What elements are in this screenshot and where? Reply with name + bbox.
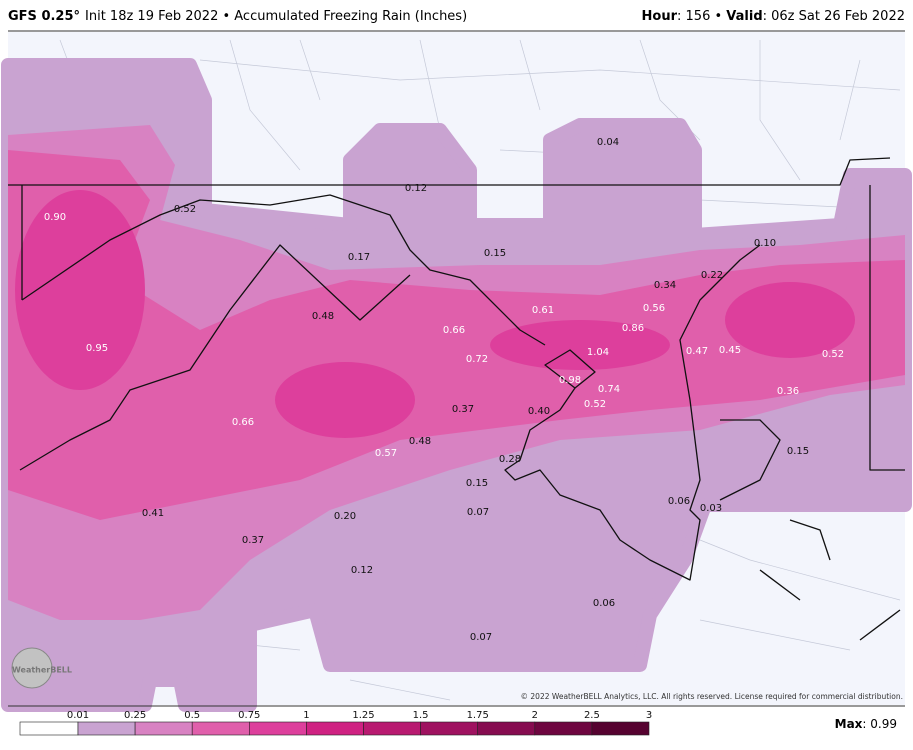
point-label: 0.37	[242, 535, 264, 546]
point-label: 0.22	[701, 270, 723, 281]
valid: : 06z Sat 26 Feb 2022	[763, 9, 905, 24]
point-label: 0.48	[409, 436, 431, 447]
colorbar-label: 1.5	[413, 710, 429, 721]
contour-0-5	[8, 150, 905, 520]
point-label: 0.10	[754, 238, 776, 249]
hour: : 156 •	[677, 9, 726, 24]
point-label: 0.41	[142, 508, 164, 519]
max-value: : 0.99	[862, 717, 897, 731]
point-label: 0.66	[443, 325, 465, 336]
point-label: 0.15	[466, 478, 488, 489]
point-label: 0.03	[700, 503, 722, 514]
point-label: 0.36	[777, 386, 799, 397]
contour-blob	[490, 320, 670, 370]
point-label: 0.90	[44, 212, 66, 223]
logo-globe	[11, 647, 53, 689]
point-label: 0.72	[466, 354, 488, 365]
logo: WeatherBELL	[12, 666, 72, 675]
max-key: Max	[835, 717, 863, 731]
colorbar-label: 2.5	[584, 710, 600, 721]
point-label: 0.15	[787, 446, 809, 457]
point-label: 0.12	[351, 565, 373, 576]
point-label: 0.56	[643, 303, 665, 314]
point-label: 0.61	[532, 305, 554, 316]
point-label: 0.07	[467, 507, 489, 518]
valid-key: Valid	[726, 9, 762, 24]
colorbar-swatch	[477, 721, 536, 736]
point-label: 0.57	[375, 448, 397, 459]
colorbar: 0.01 0.25 0.5 0.75 1 1.25 1.5 1.75 2 2.5 3	[19, 710, 652, 736]
point-label: 0.52	[822, 349, 844, 360]
point-label: 0.28	[499, 454, 521, 465]
point-label: 0.52	[584, 399, 606, 410]
contour-0-75	[15, 190, 855, 438]
point-label: 0.47	[686, 346, 708, 357]
colorbar-label: 0.5	[184, 710, 200, 721]
hour-key: Hour	[642, 9, 678, 24]
point-label: 0.95	[86, 343, 108, 354]
point-label: 0.04	[597, 137, 619, 148]
point-label: 0.06	[668, 496, 690, 507]
point-label: 0.07	[470, 632, 492, 643]
colorbar-swatch	[534, 721, 593, 736]
point-label: 0.66	[232, 417, 254, 428]
colorbar-label: 2	[532, 710, 538, 721]
colorbar-label: 0.01	[67, 710, 89, 721]
colorbar-label: 1.75	[467, 710, 489, 721]
colorbar-label: 1.25	[352, 710, 374, 721]
map: 0.90 0.52 0.12 0.04 0.17 0.15 0.10 0.22 0.34 0.48…	[1, 32, 912, 712]
contour-blob	[725, 282, 855, 358]
colorbar-swatch	[591, 721, 650, 736]
header-right: Hour: 156 • Valid: 06z Sat 26 Feb 2022	[642, 9, 905, 24]
colorbar-swatch	[19, 721, 79, 736]
point-label: 0.37	[452, 404, 474, 415]
colorbar-swatch	[420, 721, 479, 736]
point-label: 0.98	[559, 375, 581, 386]
point-label: 0.48	[312, 311, 334, 322]
colorbar-swatch	[306, 721, 364, 736]
point-label: 1.04	[587, 347, 609, 358]
point-labels: 0.90 0.52 0.12 0.04 0.17 0.15 0.10 0.22 0.34 0.48…	[44, 137, 844, 643]
colorbar-swatch	[191, 721, 250, 736]
contour-blob	[275, 362, 415, 438]
point-label: 0.86	[622, 323, 644, 334]
model: GFS 0.25°	[8, 9, 80, 24]
point-label: 0.34	[654, 280, 676, 291]
point-label: 0.15	[484, 248, 506, 259]
colorbar-swatch	[77, 721, 136, 736]
point-label: 0.06	[593, 598, 615, 609]
header-left: GFS 0.25° Init 18z 19 Feb 2022 • Accumula…	[8, 9, 467, 24]
colorbar-label: 1	[303, 710, 309, 721]
colorbar-label: 0.25	[124, 710, 146, 721]
point-label: 0.12	[405, 183, 427, 194]
subtitle: Init 18z 19 Feb 2022 • Accumulated Freez…	[85, 9, 467, 24]
point-label: 0.45	[719, 345, 741, 356]
copyright: © 2022 WeatherBELL Analytics, LLC. All r…	[521, 692, 903, 701]
colorbar-label: 3	[646, 710, 652, 721]
colorbar-swatch	[249, 721, 307, 736]
point-label: 0.40	[528, 406, 550, 417]
borders	[8, 157, 905, 641]
colorbar-label: 0.75	[238, 710, 260, 721]
point-label: 0.52	[174, 204, 196, 215]
contour-blob	[15, 190, 145, 390]
point-label: 0.20	[334, 511, 356, 522]
colorbar-swatch	[363, 721, 421, 736]
max: Max: 0.99	[835, 717, 897, 731]
point-label: 0.17	[348, 252, 370, 263]
point-label: 0.74	[598, 384, 620, 395]
colorbar-swatch	[134, 721, 193, 736]
